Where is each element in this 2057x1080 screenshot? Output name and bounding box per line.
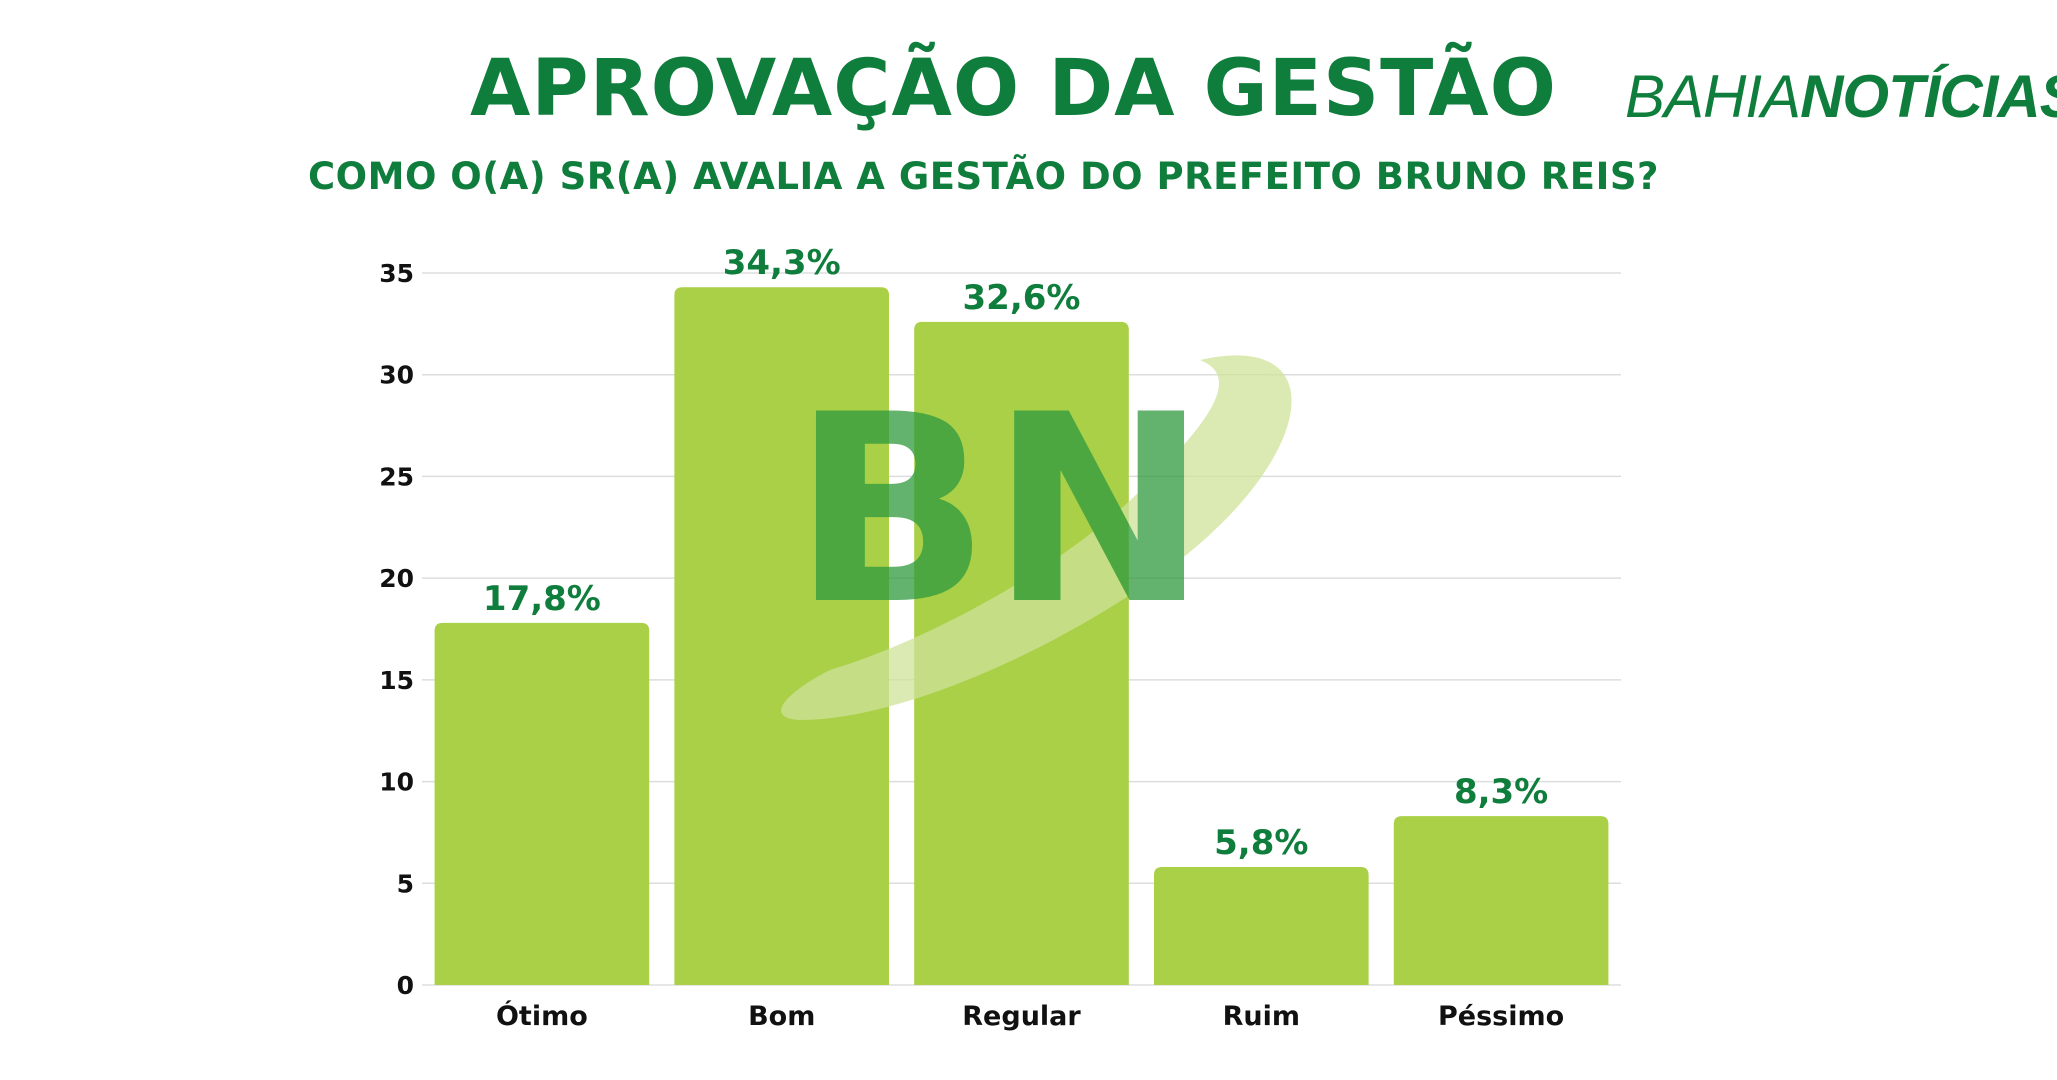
data-label: 32,6%: [963, 278, 1081, 318]
y-tick-label: 30: [379, 361, 414, 390]
watermark-swoosh: [781, 355, 1292, 720]
brand-logo-part2: NOTÍCIAS: [1800, 63, 2057, 130]
brand-logo-part1: BAHIA: [1625, 63, 1801, 130]
y-tick-label: 10: [379, 768, 414, 797]
y-tick-label: 20: [379, 564, 414, 593]
y-tick-label: 35: [379, 259, 414, 288]
data-label: 8,3%: [1454, 772, 1548, 812]
y-tick-label: 15: [379, 666, 414, 695]
chart-title: APROVAÇÃO DA GESTÃO: [470, 44, 1557, 134]
category-label: Regular: [962, 1001, 1081, 1032]
data-label: 5,8%: [1214, 823, 1308, 863]
data-label: 17,8%: [483, 579, 601, 619]
bar: [1393, 816, 1609, 985]
bar: [674, 287, 890, 985]
data-label: 34,3%: [723, 243, 841, 283]
y-tick-label: 0: [397, 971, 414, 1000]
watermark-logo: BN: [781, 355, 1292, 720]
bar: [1153, 867, 1369, 985]
bar: [434, 622, 650, 985]
chart-subtitle: COMO O(A) SR(A) AVALIA A GESTÃO DO PREFE…: [308, 155, 1659, 198]
category-label: Bom: [748, 1001, 815, 1032]
category-label: Ótimo: [496, 1000, 588, 1032]
category-label: Péssimo: [1438, 1001, 1564, 1032]
y-tick-label: 25: [379, 462, 414, 491]
y-tick-label: 5: [397, 869, 414, 898]
watermark-text: BN: [792, 360, 1208, 662]
category-label: Ruim: [1223, 1001, 1300, 1032]
brand-logo: BAHIANOTÍCIAS: [1625, 62, 2057, 131]
